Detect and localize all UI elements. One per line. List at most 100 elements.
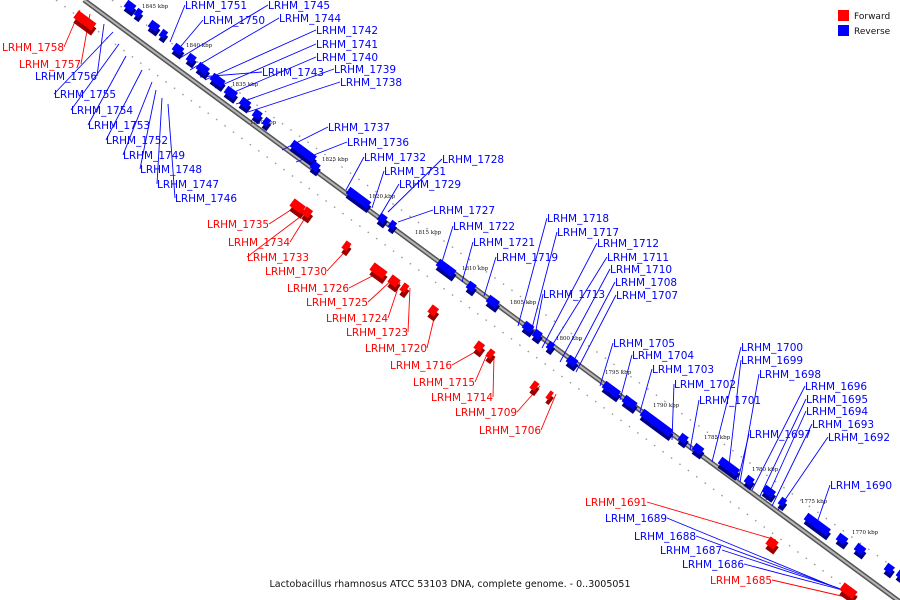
forward-gene-label[interactable]: LRHM_1714 bbox=[431, 392, 493, 404]
reverse-gene-label[interactable]: LRHM_1729 bbox=[399, 179, 461, 191]
reverse-gene-label[interactable]: LRHM_1749 bbox=[123, 150, 185, 162]
reverse-gene-block[interactable] bbox=[465, 280, 477, 297]
forward-gene-label[interactable]: LRHM_1715 bbox=[413, 377, 475, 389]
reverse-gene-block[interactable] bbox=[147, 19, 161, 37]
reverse-gene-label[interactable]: LRHM_1753 bbox=[88, 120, 150, 132]
reverse-gene-label[interactable]: LRHM_1689 bbox=[605, 513, 667, 525]
reverse-gene-label[interactable]: LRHM_1746 bbox=[175, 193, 237, 205]
reverse-gene-block[interactable] bbox=[195, 61, 211, 80]
forward-gene-label[interactable]: LRHM_1734 bbox=[228, 237, 290, 249]
reverse-gene-block[interactable] bbox=[545, 340, 556, 356]
reverse-gene-label[interactable]: LRHM_1711 bbox=[607, 252, 669, 264]
forward-gene-label[interactable]: LRHM_1723 bbox=[346, 327, 408, 339]
reverse-gene-label[interactable]: LRHM_1694 bbox=[806, 406, 868, 418]
reverse-gene-label[interactable]: LRHM_1710 bbox=[610, 264, 672, 276]
forward-gene-block[interactable] bbox=[529, 380, 540, 397]
forward-gene-block[interactable] bbox=[301, 206, 314, 224]
reverse-gene-block[interactable] bbox=[345, 186, 372, 214]
reverse-gene-label[interactable]: LRHM_1696 bbox=[805, 381, 867, 393]
forward-gene-block[interactable] bbox=[73, 10, 97, 36]
forward-gene-label[interactable]: LRHM_1685 bbox=[710, 575, 772, 587]
reverse-gene-block[interactable] bbox=[261, 116, 272, 132]
reverse-gene-label[interactable]: LRHM_1754 bbox=[71, 105, 133, 117]
reverse-gene-label[interactable]: LRHM_1707 bbox=[616, 290, 678, 302]
reverse-gene-label[interactable]: LRHM_1704 bbox=[632, 350, 694, 362]
reverse-gene-block[interactable] bbox=[238, 96, 252, 114]
reverse-gene-label[interactable]: LRHM_1722 bbox=[453, 221, 515, 233]
forward-gene-label[interactable]: LRHM_1716 bbox=[390, 360, 452, 372]
reverse-gene-block[interactable] bbox=[251, 108, 263, 125]
reverse-gene-label[interactable]: LRHM_1752 bbox=[106, 135, 168, 147]
reverse-gene-label[interactable]: LRHM_1708 bbox=[615, 277, 677, 289]
reverse-gene-block[interactable] bbox=[123, 0, 137, 17]
forward-gene-label[interactable]: LRHM_1726 bbox=[287, 283, 349, 295]
reverse-gene-block[interactable] bbox=[677, 432, 689, 449]
reverse-gene-label[interactable]: LRHM_1702 bbox=[674, 379, 736, 391]
forward-gene-block[interactable] bbox=[289, 198, 306, 219]
forward-gene-block[interactable] bbox=[485, 348, 496, 365]
reverse-gene-block[interactable] bbox=[185, 52, 197, 69]
reverse-gene-label[interactable]: LRHM_1697 bbox=[749, 429, 811, 441]
reverse-gene-label[interactable]: LRHM_1718 bbox=[547, 213, 609, 225]
forward-gene-label[interactable]: LRHM_1720 bbox=[365, 343, 427, 355]
reverse-gene-block[interactable] bbox=[621, 394, 638, 414]
reverse-gene-block[interactable] bbox=[521, 320, 535, 338]
reverse-gene-block[interactable] bbox=[853, 542, 867, 560]
reverse-gene-label[interactable]: LRHM_1705 bbox=[613, 338, 675, 350]
reverse-gene-block[interactable] bbox=[601, 380, 621, 403]
reverse-gene-block[interactable] bbox=[565, 354, 579, 372]
forward-gene-block[interactable] bbox=[399, 282, 410, 299]
reverse-gene-label[interactable]: LRHM_1744 bbox=[279, 13, 341, 25]
reverse-gene-label[interactable]: LRHM_1712 bbox=[597, 238, 659, 250]
forward-gene-block[interactable] bbox=[427, 304, 440, 322]
forward-gene-block[interactable] bbox=[545, 390, 554, 405]
reverse-gene-label[interactable]: LRHM_1756 bbox=[35, 71, 97, 83]
forward-gene-label[interactable]: LRHM_1724 bbox=[326, 313, 388, 325]
reverse-gene-label[interactable]: LRHM_1745 bbox=[268, 0, 330, 12]
reverse-gene-block[interactable] bbox=[209, 72, 226, 92]
reverse-gene-label[interactable]: LRHM_1688 bbox=[634, 531, 696, 543]
reverse-gene-label[interactable]: LRHM_1713 bbox=[543, 289, 605, 301]
reverse-gene-label[interactable]: LRHM_1719 bbox=[496, 252, 558, 264]
forward-gene-label[interactable]: LRHM_1706 bbox=[479, 425, 541, 437]
reverse-gene-block[interactable] bbox=[531, 328, 543, 345]
forward-gene-block[interactable] bbox=[387, 274, 401, 293]
reverse-gene-block[interactable] bbox=[309, 160, 321, 177]
forward-gene-label[interactable]: LRHM_1725 bbox=[306, 297, 368, 309]
forward-gene-block[interactable] bbox=[765, 536, 779, 555]
reverse-gene-label[interactable]: LRHM_1737 bbox=[328, 122, 390, 134]
reverse-gene-block[interactable] bbox=[435, 258, 457, 282]
reverse-gene-block[interactable] bbox=[376, 212, 388, 229]
forward-gene-label[interactable]: LRHM_1709 bbox=[455, 407, 517, 419]
reverse-gene-label[interactable]: LRHM_1692 bbox=[828, 432, 890, 444]
reverse-gene-label[interactable]: LRHM_1721 bbox=[473, 237, 535, 249]
reverse-gene-block[interactable] bbox=[717, 456, 741, 481]
reverse-gene-block[interactable] bbox=[883, 562, 895, 579]
forward-gene-label[interactable]: LRHM_1735 bbox=[207, 219, 269, 231]
forward-gene-label[interactable]: LRHM_1733 bbox=[247, 252, 309, 264]
forward-gene-block[interactable] bbox=[341, 240, 352, 257]
reverse-gene-label[interactable]: LRHM_1687 bbox=[660, 545, 722, 557]
reverse-gene-label[interactable]: LRHM_1686 bbox=[682, 559, 744, 571]
forward-gene-block[interactable] bbox=[839, 582, 858, 600]
reverse-gene-label[interactable]: LRHM_1738 bbox=[340, 77, 402, 89]
reverse-gene-label[interactable]: LRHM_1750 bbox=[203, 15, 265, 27]
reverse-gene-block[interactable] bbox=[761, 484, 777, 503]
reverse-gene-label[interactable]: LRHM_1748 bbox=[140, 164, 202, 176]
reverse-gene-block[interactable] bbox=[289, 139, 317, 168]
reverse-gene-label[interactable]: LRHM_1740 bbox=[316, 52, 378, 64]
reverse-gene-block[interactable] bbox=[387, 219, 398, 235]
reverse-gene-label[interactable]: LRHM_1751 bbox=[185, 0, 247, 12]
forward-gene-block[interactable] bbox=[473, 340, 486, 358]
reverse-gene-label[interactable]: LRHM_1736 bbox=[347, 137, 409, 149]
reverse-gene-label[interactable]: LRHM_1747 bbox=[157, 179, 219, 191]
reverse-gene-label[interactable]: LRHM_1731 bbox=[384, 166, 446, 178]
reverse-gene-label[interactable]: LRHM_1717 bbox=[557, 227, 619, 239]
reverse-gene-label[interactable]: LRHM_1727 bbox=[433, 205, 495, 217]
reverse-gene-block[interactable] bbox=[691, 442, 705, 460]
reverse-gene-label[interactable]: LRHM_1690 bbox=[830, 480, 892, 492]
reverse-gene-block[interactable] bbox=[158, 28, 169, 44]
forward-gene-label[interactable]: LRHM_1691 bbox=[585, 497, 647, 509]
reverse-gene-block[interactable] bbox=[895, 569, 900, 583]
forward-gene-label[interactable]: LRHM_1758 bbox=[2, 42, 64, 54]
